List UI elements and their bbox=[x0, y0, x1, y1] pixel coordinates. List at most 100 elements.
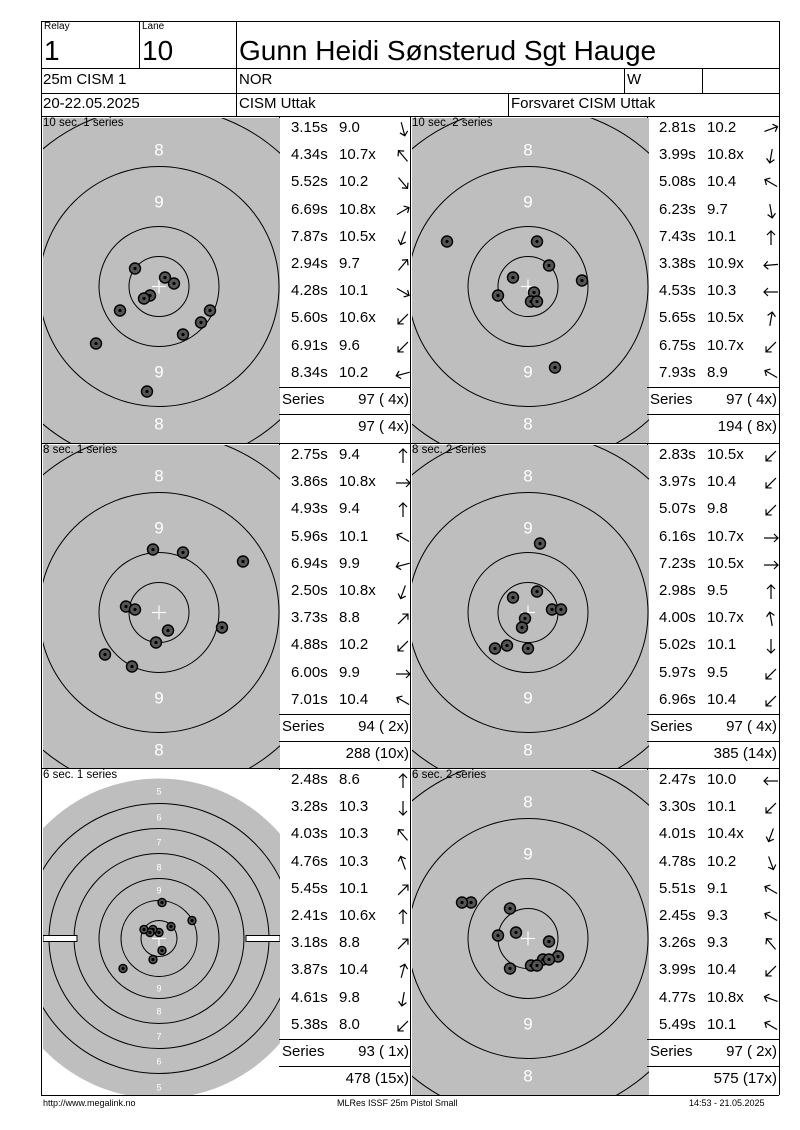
shot-row: 2.98s 9.5 bbox=[659, 583, 779, 601]
shot-hole-center bbox=[160, 948, 164, 953]
shot-direction-arrow-icon bbox=[398, 177, 409, 190]
target-background bbox=[412, 118, 649, 443]
shot-row: 3.99s 10.8x bbox=[659, 147, 779, 165]
shot-score: 10.5x bbox=[707, 309, 744, 327]
ring-8 bbox=[412, 492, 649, 733]
shot-time: 2.48s bbox=[291, 771, 328, 788]
shot-row: 5.02s 10.1 bbox=[659, 637, 779, 655]
footer-url[interactable]: http://www.megalink.no bbox=[43, 1098, 136, 1108]
ring-8 bbox=[98, 878, 220, 999]
relay-value: 1 bbox=[44, 35, 60, 66]
shot-row: 7.93s 8.9 bbox=[659, 363, 779, 383]
shot-time: 5.49s bbox=[659, 1015, 696, 1033]
shot-score: 10.5x bbox=[339, 227, 376, 245]
ring-9 bbox=[467, 552, 589, 673]
event-name: 25m CISM 1 bbox=[43, 71, 127, 88]
running-total: 97 ( 4x) bbox=[358, 418, 409, 435]
shot-hole-center bbox=[151, 547, 155, 552]
shot-hole-center bbox=[505, 643, 509, 648]
ring-number: 9 bbox=[154, 363, 163, 382]
shot-direction-arrow-icon bbox=[397, 829, 408, 842]
shot-direction-arrow-icon bbox=[765, 477, 777, 489]
shot-score: 10.4 bbox=[707, 173, 737, 191]
shot-time: 2.81s bbox=[659, 119, 696, 136]
shot-row: 2.83s 10.5x bbox=[659, 447, 779, 465]
shot-direction-arrow-icon bbox=[396, 205, 410, 215]
shot-row: 3.30s 10.1 bbox=[659, 799, 779, 817]
shot-time: 4.34s bbox=[291, 146, 328, 164]
running-total: 385 (14x) bbox=[713, 745, 777, 762]
ring-number-bottom: 7 bbox=[156, 1032, 161, 1042]
shot-time: 7.93s bbox=[659, 363, 696, 381]
target-1: 8 9 9 8 bbox=[43, 118, 280, 443]
shot-time: 3.99s bbox=[659, 146, 696, 164]
shot-time: 4.53s bbox=[659, 282, 696, 300]
shot-score: 9.8 bbox=[339, 988, 360, 1006]
series-total: 97 ( 4x) bbox=[726, 391, 777, 408]
series-title: 8 sec. 2 series bbox=[412, 444, 487, 456]
shot-hole-center bbox=[493, 646, 497, 651]
shot-direction-arrow-icon bbox=[765, 802, 777, 814]
shot-score: 10.6x bbox=[339, 309, 376, 327]
target-background bbox=[412, 445, 649, 768]
ring-number: 8 bbox=[154, 415, 163, 434]
shot-hole-center bbox=[496, 933, 500, 938]
shot-score: 9.0 bbox=[339, 119, 360, 136]
club-name: Forsvaret CISM Uttak bbox=[511, 95, 656, 112]
series-label: Series bbox=[650, 718, 693, 735]
ring-number: 9 bbox=[523, 689, 532, 708]
running-total: 478 (15x) bbox=[345, 1070, 409, 1087]
shot-time: 7.87s bbox=[291, 227, 328, 245]
shot-row: 2.50s 10.8x bbox=[291, 583, 411, 601]
shot-time: 4.77s bbox=[659, 988, 696, 1006]
shot-score: 9.9 bbox=[339, 663, 360, 681]
shot-direction-arrow-icon bbox=[398, 258, 409, 271]
shot-hole-center bbox=[169, 924, 173, 929]
ring-number-bottom: 5 bbox=[156, 1083, 161, 1093]
shot-direction-arrow-icon bbox=[767, 311, 776, 327]
shot-score: 10.8x bbox=[339, 473, 376, 491]
shot-hole-center bbox=[145, 389, 149, 394]
shot-score: 9.5 bbox=[707, 582, 728, 599]
shot-row: 5.52s 10.2 bbox=[291, 174, 411, 192]
shot-score: 10.1 bbox=[339, 527, 369, 545]
shot-direction-arrow-icon bbox=[396, 669, 411, 679]
shot-direction-arrow-icon bbox=[767, 203, 776, 219]
shot-row: 3.86s 10.8x bbox=[291, 474, 411, 492]
shot-direction-arrow-icon bbox=[763, 260, 779, 270]
target-5: 5 5 6 6 7 7 8 8 9 9 bbox=[43, 770, 280, 1095]
shot-direction-arrow-icon bbox=[398, 801, 408, 817]
shot-row: 7.23s 10.5x bbox=[659, 555, 779, 574]
shot-row: 5.51s 9.1 bbox=[659, 880, 779, 899]
shot-row: 2.47s 10.0 bbox=[659, 772, 779, 790]
ring-number: 9 bbox=[523, 363, 532, 382]
competition-name: CISM Uttak bbox=[239, 95, 316, 112]
shot-row: 5.07s 9.8 bbox=[659, 501, 779, 519]
shot-time: 2.50s bbox=[291, 582, 328, 599]
shot-time: 3.87s bbox=[291, 961, 328, 979]
shot-score: 10.7x bbox=[707, 609, 744, 627]
footer-software: MLRes ISSF 25m Pistol Small bbox=[337, 1098, 458, 1108]
shot-direction-arrow-icon bbox=[397, 613, 409, 625]
shot-hole-center bbox=[556, 954, 560, 959]
gender-code: W bbox=[627, 71, 642, 88]
shot-row: 5.96s 10.1 bbox=[291, 527, 411, 547]
shot-hole-center bbox=[166, 628, 170, 633]
shot-direction-arrow-icon bbox=[768, 855, 777, 870]
shot-time: 3.15s bbox=[291, 119, 328, 136]
shot-hole-center bbox=[160, 900, 164, 905]
ring-9 bbox=[98, 226, 220, 347]
shot-time: 3.18s bbox=[291, 934, 328, 952]
side-bar-left bbox=[43, 935, 78, 942]
shot-score: 9.7 bbox=[707, 200, 728, 218]
ring-number: 8 bbox=[154, 467, 163, 486]
shot-time: 3.28s bbox=[291, 798, 328, 816]
shot-time: 8.34s bbox=[291, 363, 328, 381]
shot-row: 4.53s 10.3 bbox=[659, 283, 779, 301]
shot-score: 10.4 bbox=[707, 961, 737, 979]
series-total: 97 ( 4x) bbox=[726, 718, 777, 735]
ring-number-top: 7 bbox=[156, 838, 161, 848]
shot-hole-center bbox=[154, 640, 158, 645]
series-total: 93 ( 1x) bbox=[358, 1043, 409, 1060]
shot-row: 4.28s 10.1 bbox=[291, 283, 411, 301]
